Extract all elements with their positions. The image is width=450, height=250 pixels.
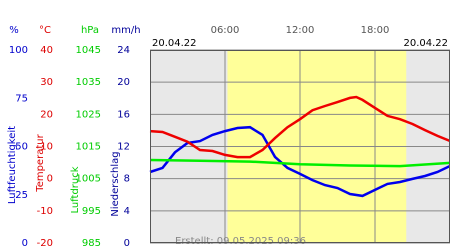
footer: Erstellt: 09.05.2025 09:36 [175, 236, 306, 247]
data-line [149, 125, 450, 198]
axis-unit: % [9, 25, 19, 36]
y-tick-label: 20 [117, 77, 130, 88]
data-line [149, 158, 450, 168]
y-tick-label: 25 [15, 190, 28, 201]
y-tick-label: 1005 [76, 174, 101, 185]
y-tick-label: 1045 [76, 45, 101, 56]
y-tick-label: 8 [124, 174, 130, 185]
y-tick-label: 40 [40, 45, 53, 56]
x-tick-label: 12:00 [286, 25, 315, 36]
y-tick-label: 0 [22, 238, 28, 249]
x-tick-label: 18:00 [361, 25, 390, 36]
y-tick-label: 100 [9, 45, 28, 56]
y-tick-label: 10 [40, 142, 53, 153]
date-right: 20.04.22 [403, 38, 448, 49]
date-left: 20.04.22 [152, 38, 197, 49]
y-tick-label: 0 [47, 174, 53, 185]
y-tick-label: -10 [37, 206, 53, 217]
y-tick-label: 75 [15, 93, 28, 104]
y-tick-label: 1025 [76, 109, 101, 120]
axis-title: Niederschlag [110, 151, 121, 216]
y-tick-label: 16 [117, 109, 130, 120]
axis-title: Temperatur [35, 133, 46, 192]
data-line [149, 95, 450, 159]
y-tick-label: 1015 [76, 142, 101, 153]
y-tick-label: 24 [117, 45, 130, 56]
axis-unit: °C [39, 25, 51, 36]
y-tick-label: 12 [117, 142, 130, 153]
y-tick-label: 20 [40, 109, 53, 120]
y-tick-label: 995 [82, 206, 101, 217]
y-tick-label: -20 [37, 238, 53, 249]
y-tick-label: 4 [124, 206, 130, 217]
axis-title: Luftfeuchtigkeit [7, 126, 18, 204]
axis-unit: hPa [81, 25, 99, 36]
axis-title: Luftdruck [70, 166, 81, 213]
x-tick-label: 06:00 [211, 25, 240, 36]
y-tick-label: 50 [15, 142, 28, 153]
y-tick-label: 30 [40, 77, 53, 88]
y-tick-label: 0 [124, 238, 130, 249]
y-tick-label: 1035 [76, 77, 101, 88]
axis-unit: mm/h [111, 25, 140, 36]
y-tick-label: 985 [82, 238, 101, 249]
